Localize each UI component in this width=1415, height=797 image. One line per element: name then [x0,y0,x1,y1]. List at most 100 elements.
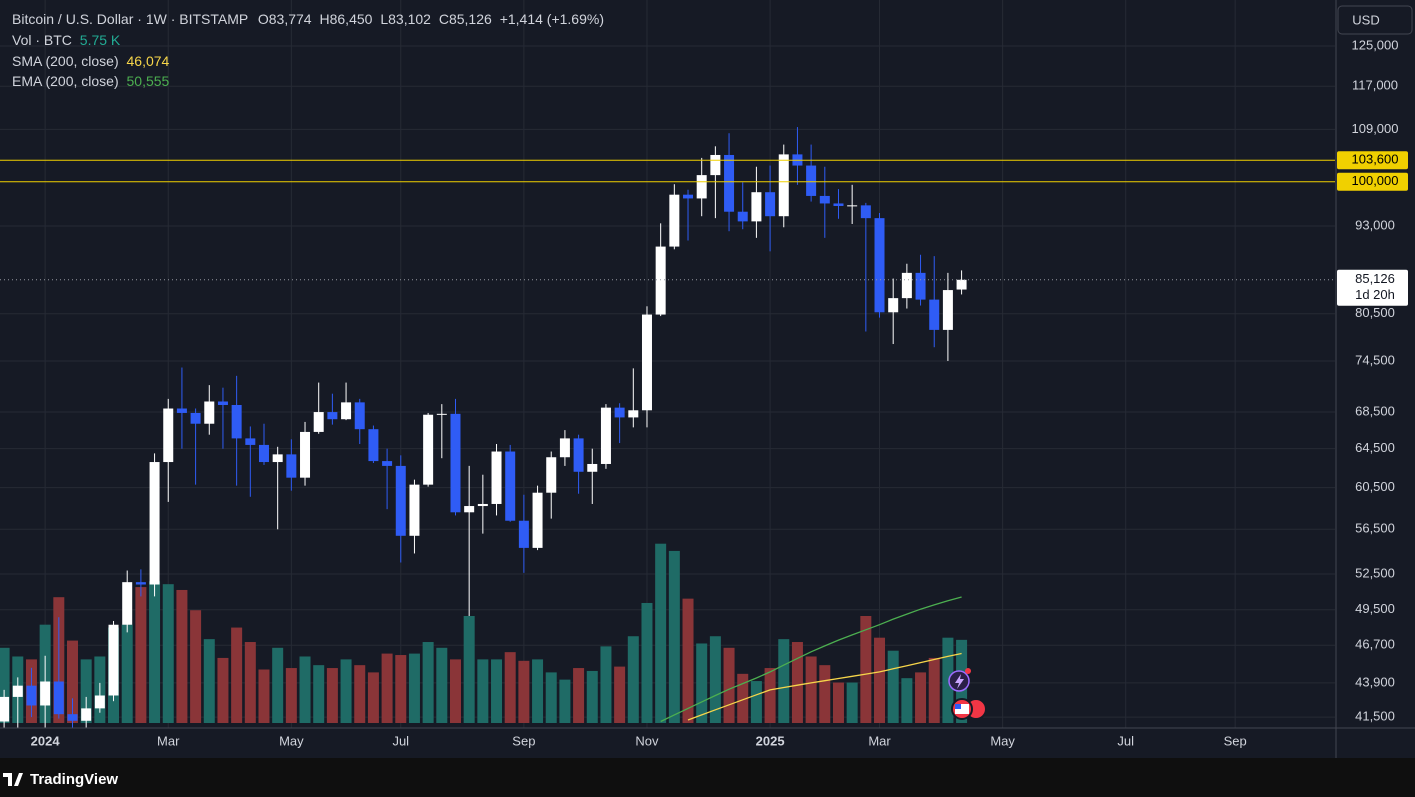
candle-body [819,195,830,204]
legend-name: EMA (200, close) [12,73,119,89]
candle-body [382,461,393,466]
legend-name: SMA (200, close) [12,53,119,69]
volume-bar [408,653,420,723]
brand[interactable]: TradingView [30,771,118,788]
currency-box[interactable] [1337,5,1413,35]
volume-bar [244,642,256,723]
volume-bar [614,666,626,723]
volume-bar [66,640,78,723]
volume-bar [395,655,407,723]
candle-body [942,290,953,330]
volume-bar [0,647,10,723]
volume-bar [887,650,899,723]
candle-body [395,465,406,536]
candle-body [655,246,666,315]
y-tick-label: 46,700 [1355,637,1395,652]
volume-bar [874,637,886,723]
volume-bar [217,657,229,723]
ohlc-key: L [380,11,388,27]
volume-bar [750,681,762,723]
volume-bar [778,639,790,723]
last-price-box [1337,269,1408,306]
volume-bar [559,679,571,723]
candle-body [505,451,516,521]
volume-bar [573,668,585,723]
candle-body [135,582,146,585]
legend-sma-row: SMA (200, close) 46,074 [12,53,170,69]
volume-bar [860,615,872,723]
change: +1,414 (+1.69%) [500,11,604,27]
volume-bar [449,659,461,723]
candle-body [436,413,447,415]
legend-ema-row: EMA (200, close) 50,555 [12,73,170,89]
candle-body [874,218,885,313]
volume-bar [901,678,913,723]
x-tick-label: May [990,733,1015,748]
candle-body [901,272,912,299]
candle-body [26,685,37,706]
last-price-label: 85,126 [1355,271,1395,286]
candle-body [628,410,639,418]
volume-bar [696,643,708,723]
volume-bar [258,669,270,723]
candle-body [217,401,228,405]
candle-body [518,520,529,548]
x-tick-label: Sep [1224,733,1247,748]
candle-body [477,503,488,507]
y-tick-label: 80,500 [1355,305,1395,320]
volume-bar [313,665,325,723]
candle-body [915,272,926,300]
legend-name: Vol · BTC [12,32,72,48]
candle-body [669,194,680,247]
candle-body [313,412,324,432]
y-tick-label: 93,000 [1355,217,1395,232]
volume-bar [231,627,243,723]
candle-body [40,681,51,706]
volume-bar [162,584,174,723]
level-label-box [1337,151,1408,170]
volume-bar [463,615,475,723]
legend-value: 46,074 [127,53,170,69]
legend-title-row: Bitcoin / U.S. Dollar · 1W · BITSTAMP O8… [12,11,604,27]
indicator-line [687,652,962,721]
volume-bar [504,652,516,723]
candle-body [724,154,735,212]
y-tick-label: 117,000 [1352,78,1398,93]
candle-body [860,205,871,219]
symbol-title: Bitcoin / U.S. Dollar · 1W · BITSTAMP [12,11,248,27]
volume-bar [491,659,503,723]
x-tick-label: Sep [512,733,535,748]
y-tick-label: 60,500 [1355,479,1395,494]
x-tick-label: Nov [635,733,659,748]
candle-body [600,407,611,464]
candle-body [409,484,420,536]
x-tick-label: Mar [157,733,180,748]
x-tick-label: Jul [1117,733,1134,748]
candle-body [12,685,23,697]
volume-bar [846,682,858,723]
candle-body [956,279,967,290]
legend-value: 50,555 [127,73,170,89]
level-label: 103,600 [1352,152,1399,167]
candle-body [81,708,92,721]
volume-bar [586,670,598,723]
candle-body [464,506,475,513]
event-icons[interactable] [948,668,987,720]
volume-bar [655,543,667,723]
candle-body [190,412,201,424]
currency[interactable]: USD [1352,12,1379,27]
candle-body [573,438,584,472]
volume-bar [190,610,202,723]
volume-bar [819,665,831,723]
countdown-label: 1d 20h [1355,287,1395,302]
ohlc-key: H [319,11,329,27]
volume-bar [832,682,844,723]
ohlc-key: C [439,11,449,27]
volume-bar [299,656,311,723]
candle-body [833,203,844,206]
candle-body [696,175,707,199]
flag-canton [955,704,961,709]
volume-bar [340,659,352,723]
x-tick-label: May [279,733,304,748]
